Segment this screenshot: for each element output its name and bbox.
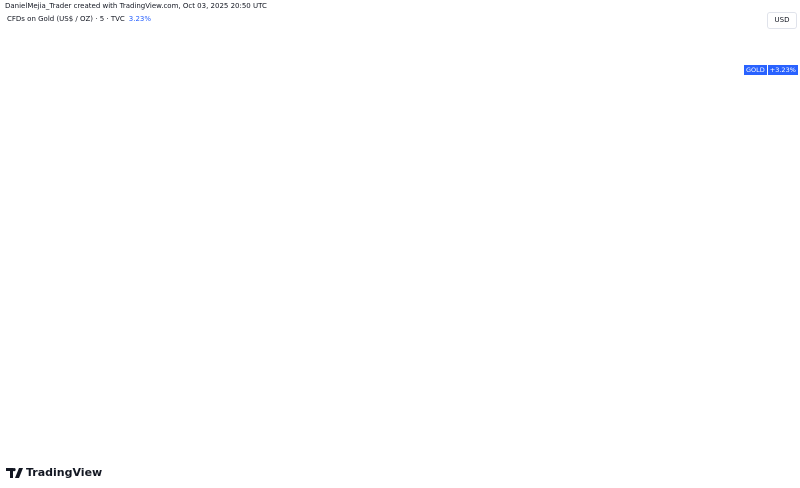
y-tick-label: 2.80% — [771, 118, 792, 126]
y-tick-label: 2.40% — [771, 159, 792, 167]
y-tick-label: 1.80% — [771, 221, 792, 229]
y-tick-label: 2.60% — [771, 139, 792, 147]
x-tick-label: 2 — [472, 449, 476, 457]
x-tick-label: 18:00 — [279, 449, 298, 457]
last-price-badges: GOLD +3.23% — [744, 65, 798, 75]
x-tick-label: 18:00 — [126, 449, 145, 457]
x-tick-label: 12:00 — [391, 449, 410, 457]
y-tick-label: -0.00% — [770, 407, 793, 415]
y-tick-label: 1.40% — [771, 262, 792, 270]
y-tick-label: 2.00% — [771, 201, 792, 209]
y-tick-label: -0.20% — [770, 427, 793, 435]
y-tick-label: 1.60% — [771, 242, 792, 250]
y-tick-label: 2.20% — [771, 180, 792, 188]
x-tick-label: 30 — [168, 449, 176, 457]
y-tick-label: 1.20% — [771, 283, 792, 291]
chart-credit: DanielMejia_Trader created with TradingV… — [5, 2, 267, 10]
x-tick-label: Oct — [315, 449, 327, 457]
symbol-legend[interactable]: CFDs on Gold (US$ / OZ) · 5 · TVC 3.23% — [7, 15, 151, 23]
y-axis[interactable]: 3.60% 3.40% 3.20% 3.00% 2.80% 2.60% 2.40% 2.20%… — [770, 36, 793, 435]
y-tick-label: 3.40% — [771, 56, 792, 64]
symbol-badge: GOLD — [744, 65, 767, 75]
price-area-fill — [5, 56, 761, 441]
y-tick-label: 3.60% — [771, 36, 792, 44]
y-tick-label: 0.20% — [771, 386, 792, 394]
x-tick-label: 12:00 — [88, 449, 107, 457]
x-tick-label: 06:00 — [48, 449, 67, 457]
legend-change-value: 3.23% — [128, 15, 152, 23]
grid-lines — [0, 0, 765, 441]
x-tick-label: 16:00 — [721, 449, 740, 457]
y-tick-label: 0.40% — [771, 365, 792, 373]
y-tick-label: 0.60% — [771, 345, 792, 353]
tradingview-logo-icon — [6, 467, 23, 478]
symbol-legend-title: CFDs on Gold (US$ / OZ) · 5 · TVC — [7, 15, 125, 23]
y-tick-label: 3.20% — [771, 77, 792, 85]
x-tick-label: 18:00 — [430, 449, 449, 457]
x-tick-label: 06:00 — [201, 449, 220, 457]
x-tick-label: 06:00 — [352, 449, 371, 457]
x-tick-label: 06:00 — [654, 449, 673, 457]
x-tick-label: 06:00 — [504, 449, 523, 457]
currency-button[interactable]: USD — [767, 12, 797, 29]
y-tick-label: 0.80% — [771, 324, 792, 332]
x-tick-label: 8 — [3, 449, 7, 457]
y-tick-label: 1.00% — [771, 304, 792, 312]
x-tick-label: 12:00 — [241, 449, 260, 457]
x-tick-label: 12:00 — [694, 449, 713, 457]
tradingview-logo-text: TradingView — [26, 466, 103, 479]
x-tick-label: 02:00 — [22, 449, 41, 457]
y-tick-label: 3.00% — [771, 98, 792, 106]
x-axis[interactable]: 8 02:00 06:00 12:00 18:00 30 06:00 12:00 18:00 Oc… — [3, 449, 765, 457]
x-tick-label: 3 — [623, 449, 627, 457]
x-tick-label: 5 — [761, 449, 765, 457]
change-badge: +3.23% — [767, 65, 798, 75]
x-tick-label: 18:00 — [582, 449, 601, 457]
x-tick-label: 12:00 — [543, 449, 562, 457]
price-line — [4, 56, 761, 404]
tradingview-logo[interactable]: TradingView — [6, 466, 102, 479]
